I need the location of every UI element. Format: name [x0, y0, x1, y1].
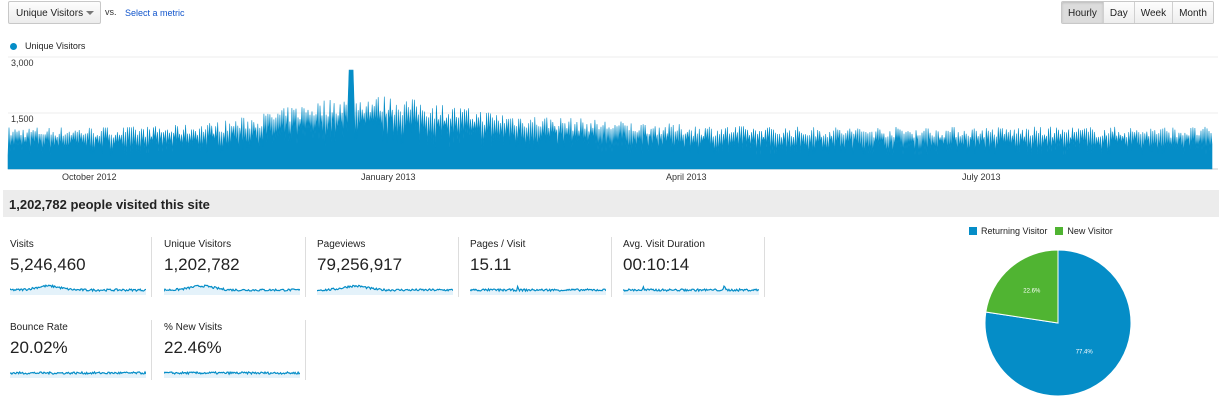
metric-label: Visits	[10, 239, 34, 250]
metric-label: % New Visits	[164, 322, 223, 333]
legend-item-new: New Visitor	[1055, 226, 1113, 236]
metric-tile-new-visits[interactable]: % New Visits 22.46%	[154, 320, 306, 380]
legend-swatch	[969, 227, 977, 235]
unique-visitors-chart: 3,000 1,500 October 2012 January 2013 Ap…	[7, 56, 1218, 182]
y-tick-3000: 3,000	[11, 58, 34, 68]
metric-tile-pages-per-visit[interactable]: Pages / Visit 15.11	[460, 237, 612, 297]
series-area-unique-visitors	[7, 69, 1213, 170]
x-label-july-2013: July 2013	[962, 172, 1001, 182]
main-series-area	[7, 69, 1213, 170]
pie-value-label: 77.4%	[1076, 349, 1094, 355]
metric-label: Avg. Visit Duration	[623, 239, 705, 250]
vs-label: vs.	[105, 7, 117, 17]
metric-label: Bounce Rate	[10, 322, 68, 333]
legend-label: New Visitor	[1067, 226, 1113, 236]
legend-label: Returning Visitor	[981, 226, 1048, 236]
sparkline	[623, 284, 759, 295]
sparkline	[10, 283, 146, 295]
metric-value: 00:10:14	[623, 255, 690, 274]
metric-value: 20.02%	[10, 338, 68, 357]
x-label-april-2013: April 2013	[666, 172, 707, 182]
metric-tile-avg-visit-duration[interactable]: Avg. Visit Duration 00:10:14	[613, 237, 765, 297]
metric-value: 22.46%	[164, 338, 222, 357]
sparkline-fill	[317, 285, 453, 295]
sparkline-fill	[10, 371, 146, 378]
metric-value: 1,202,782	[164, 255, 240, 274]
metric-select-label: Unique Visitors	[16, 8, 84, 19]
pie-slice-new-visitor[interactable]	[985, 249, 1059, 324]
metric-label: Pages / Visit	[470, 239, 526, 250]
sparkline	[164, 284, 300, 295]
x-label-october-2012: October 2012	[62, 172, 117, 182]
week-button[interactable]: Week	[1133, 2, 1173, 23]
sparkline	[10, 370, 146, 378]
metric-select[interactable]: Unique Visitors	[8, 1, 101, 24]
metric-value: 15.11	[470, 255, 512, 274]
sparkline	[317, 284, 453, 295]
sparkline-line	[164, 370, 300, 376]
metric-label: Unique Visitors	[164, 239, 232, 250]
metric-value: 5,246,460	[10, 255, 86, 274]
legend-item-returning: Returning Visitor	[969, 226, 1047, 236]
granularity-toggle: Hourly Day Week Month	[1061, 1, 1214, 24]
metric-tile-bounce-rate[interactable]: Bounce Rate 20.02%	[0, 320, 152, 380]
sparkline-line	[470, 284, 606, 293]
metric-value: 79,256,917	[317, 255, 403, 274]
summary-bar: 1,202,782 people visited this site	[3, 190, 1219, 217]
sparkline	[470, 284, 606, 295]
legend-dot-icon	[10, 42, 17, 50]
metric-label: Pageviews	[317, 239, 366, 250]
metric-tile-pageviews[interactable]: Pageviews 79,256,917	[307, 237, 459, 297]
chevron-down-icon	[86, 11, 94, 15]
x-label-january-2013: January 2013	[361, 172, 416, 182]
legend-label: Unique Visitors	[25, 41, 86, 51]
month-button[interactable]: Month	[1172, 2, 1213, 23]
visitor-type-pie-chart: 77.4% 22.6%	[984, 249, 1132, 397]
legend-swatch	[1055, 227, 1064, 235]
metric-tile-visits[interactable]: Visits 5,246,460	[0, 237, 152, 297]
sparkline-fill	[164, 285, 300, 295]
sparkline-line	[10, 370, 146, 376]
sparkline-line	[623, 284, 759, 293]
pie-value-label: 22.6%	[1023, 289, 1041, 295]
sparkline-line	[164, 284, 300, 293]
sparkline-line	[317, 284, 453, 292]
sparkline-line	[10, 283, 146, 293]
day-button[interactable]: Day	[1102, 2, 1134, 23]
sparkline	[164, 370, 300, 378]
pie-legend: Returning Visitor New Visitor	[969, 226, 1121, 236]
hourly-button[interactable]: Hourly	[1062, 2, 1103, 23]
select-metric-link[interactable]: Select a metric	[125, 8, 185, 18]
main-chart-legend: Unique Visitors	[10, 41, 85, 51]
metric-tile-unique-visitors[interactable]: Unique Visitors 1,202,782	[154, 237, 306, 297]
y-tick-1500: 1,500	[11, 114, 34, 124]
